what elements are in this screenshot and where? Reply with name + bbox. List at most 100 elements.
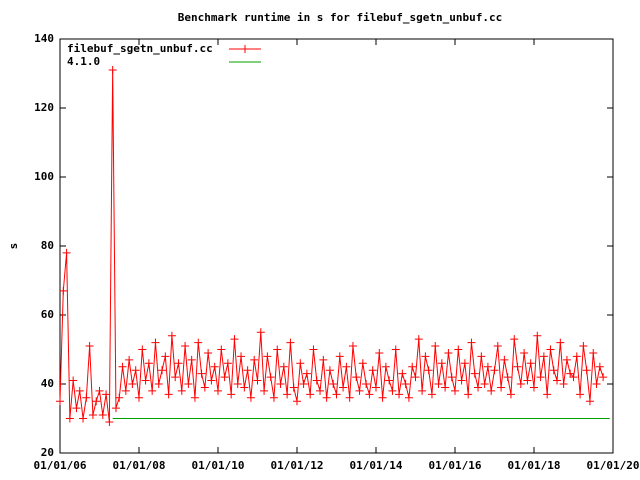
point-marker xyxy=(549,366,558,375)
point-marker xyxy=(536,373,545,382)
point-marker xyxy=(526,359,535,368)
point-marker xyxy=(441,383,450,392)
point-marker xyxy=(467,338,476,347)
point-marker xyxy=(154,380,163,388)
point-marker xyxy=(589,348,598,357)
point-marker xyxy=(237,352,246,361)
point-marker xyxy=(460,359,469,368)
point-marker xyxy=(253,376,262,385)
point-marker xyxy=(158,366,167,375)
point-marker xyxy=(348,342,357,351)
point-marker xyxy=(385,376,394,385)
point-marker xyxy=(408,362,417,371)
x-tick-label: 01/01/06 xyxy=(34,459,87,472)
legend-label: 4.1.0 xyxy=(67,55,100,68)
point-marker xyxy=(125,355,134,364)
point-marker xyxy=(487,386,496,395)
point-marker xyxy=(227,390,236,399)
point-marker xyxy=(171,373,180,382)
point-marker xyxy=(483,362,492,371)
point-marker xyxy=(388,386,397,395)
point-marker xyxy=(306,390,315,399)
point-marker xyxy=(75,386,84,395)
point-marker xyxy=(167,331,176,340)
point-marker xyxy=(490,366,499,375)
point-marker xyxy=(556,338,565,347)
point-marker xyxy=(266,373,275,382)
point-marker xyxy=(72,404,81,413)
point-marker xyxy=(368,366,377,375)
point-marker xyxy=(339,383,348,392)
point-marker xyxy=(276,380,285,388)
point-marker xyxy=(82,393,91,402)
point-marker xyxy=(200,383,209,392)
point-marker xyxy=(138,345,147,354)
point-marker xyxy=(562,355,571,364)
point-marker xyxy=(210,362,219,371)
point-marker xyxy=(135,393,143,402)
point-marker xyxy=(579,342,588,351)
point-marker xyxy=(533,331,542,340)
point-marker xyxy=(118,362,127,371)
point-marker xyxy=(299,380,308,388)
point-marker xyxy=(260,386,269,395)
point-marker xyxy=(121,386,130,395)
point-marker xyxy=(79,414,88,423)
point-marker xyxy=(309,345,318,354)
point-marker xyxy=(65,414,74,423)
point-marker xyxy=(115,393,124,402)
point-marker xyxy=(56,397,64,406)
point-marker xyxy=(204,348,213,357)
point-marker xyxy=(421,352,430,361)
point-marker xyxy=(214,386,222,395)
point-marker xyxy=(582,366,591,375)
point-marker xyxy=(342,362,351,371)
point-marker xyxy=(345,393,354,402)
point-marker xyxy=(493,342,502,351)
point-marker xyxy=(513,362,522,371)
point-marker xyxy=(269,393,278,402)
point-marker xyxy=(470,369,479,378)
y-tick-label: 100 xyxy=(34,170,54,183)
x-tick-label: 01/01/14 xyxy=(350,459,403,472)
point-marker xyxy=(543,390,552,399)
point-marker xyxy=(411,373,420,382)
point-marker xyxy=(230,335,239,344)
point-marker xyxy=(102,390,111,399)
point-marker xyxy=(174,359,183,368)
point-marker xyxy=(279,362,288,371)
point-marker xyxy=(398,369,407,378)
point-marker xyxy=(88,411,97,420)
point-marker xyxy=(378,393,387,402)
point-marker xyxy=(553,376,562,385)
point-marker xyxy=(85,342,94,351)
x-tick-label: 01/01/16 xyxy=(429,459,482,472)
point-marker xyxy=(283,390,292,399)
point-marker xyxy=(352,373,361,382)
point-marker xyxy=(207,376,216,385)
y-tick-label: 40 xyxy=(41,377,54,390)
legend-label: filebuf_sgetn_unbuf.cc xyxy=(67,42,213,55)
point-marker xyxy=(220,373,229,382)
point-marker xyxy=(286,338,295,347)
y-tick-label: 20 xyxy=(41,446,54,459)
point-marker xyxy=(111,404,120,413)
point-marker xyxy=(184,380,193,388)
point-marker xyxy=(497,383,506,392)
point-marker xyxy=(148,386,157,395)
point-marker xyxy=(503,373,512,382)
legend-marker xyxy=(241,45,249,53)
point-marker xyxy=(595,362,604,371)
y-tick-label: 140 xyxy=(34,32,54,45)
point-marker xyxy=(427,390,436,399)
point-marker xyxy=(516,380,525,388)
point-marker xyxy=(355,386,364,395)
point-marker xyxy=(194,338,203,347)
point-marker xyxy=(454,345,463,354)
point-marker xyxy=(464,390,473,399)
y-axis-label: s xyxy=(7,243,20,250)
chart-title: Benchmark runtime in s for filebuf_sgetn… xyxy=(178,11,503,24)
x-tick-label: 01/01/08 xyxy=(113,459,166,472)
y-tick-label: 60 xyxy=(41,308,54,321)
point-marker xyxy=(480,380,489,388)
